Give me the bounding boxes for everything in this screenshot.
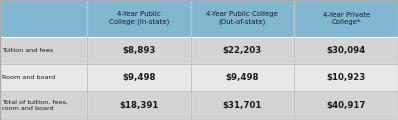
Bar (0, 0, 87, 37)
Bar (0, 64, 87, 91)
Text: Tuition and fees: Tuition and fees (2, 48, 53, 53)
Bar (294, 37, 398, 64)
Bar (87, 0, 191, 37)
Bar (87, 91, 191, 120)
Text: $9,498: $9,498 (226, 73, 259, 82)
Text: $31,701: $31,701 (223, 101, 262, 110)
Text: $10,923: $10,923 (326, 73, 366, 82)
Bar (294, 0, 398, 37)
Text: 4-Year Public
College (In-state): 4-Year Public College (In-state) (109, 11, 169, 25)
Text: $40,917: $40,917 (326, 101, 366, 110)
Text: 4-Year Private
College*: 4-Year Private College* (322, 12, 370, 25)
Bar (191, 91, 294, 120)
Bar (191, 37, 294, 64)
Bar (191, 64, 294, 91)
Bar (87, 64, 191, 91)
Text: $22,203: $22,203 (223, 46, 262, 55)
Bar (87, 37, 191, 64)
Bar (191, 0, 294, 37)
Text: $18,391: $18,391 (119, 101, 158, 110)
Text: $30,094: $30,094 (326, 46, 366, 55)
Text: Room and board: Room and board (2, 75, 56, 80)
Text: $9,498: $9,498 (122, 73, 155, 82)
Bar (0, 91, 87, 120)
Bar (0, 37, 87, 64)
Bar (294, 91, 398, 120)
Text: $8,893: $8,893 (122, 46, 155, 55)
Text: Total of tuition, fees,
room and board: Total of tuition, fees, room and board (2, 100, 68, 111)
Text: 4-Year Public College
(Out-of-state): 4-Year Public College (Out-of-state) (207, 11, 278, 25)
Bar (294, 64, 398, 91)
